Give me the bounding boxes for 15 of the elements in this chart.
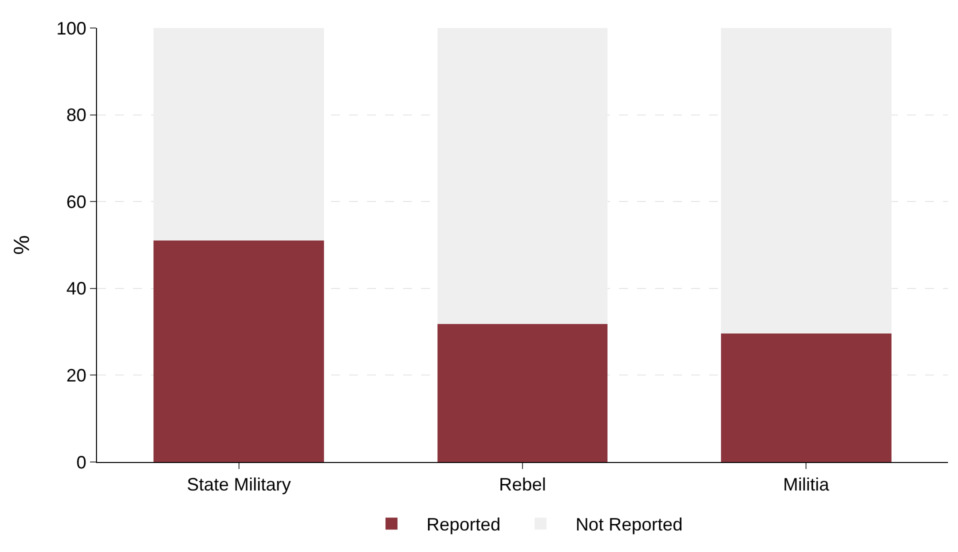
legend-label: Not Reported — [576, 514, 683, 535]
y-axis-title: % — [9, 235, 34, 255]
x-tick-label: State Military — [186, 474, 291, 495]
y-tick-label: 80 — [66, 105, 86, 126]
y-tick-label: 100 — [56, 18, 86, 38]
x-tick-label: Rebel — [498, 474, 546, 495]
bar — [154, 240, 324, 462]
bar — [721, 334, 892, 462]
legend-label: Reported — [426, 514, 501, 535]
y-tick-label: 0 — [76, 452, 86, 472]
y-tick-label: 40 — [66, 278, 86, 299]
x-tick-label: Militia — [783, 474, 830, 495]
y-tick-label: 20 — [66, 366, 86, 386]
bar — [437, 324, 608, 462]
y-tick-label: 60 — [66, 192, 86, 212]
